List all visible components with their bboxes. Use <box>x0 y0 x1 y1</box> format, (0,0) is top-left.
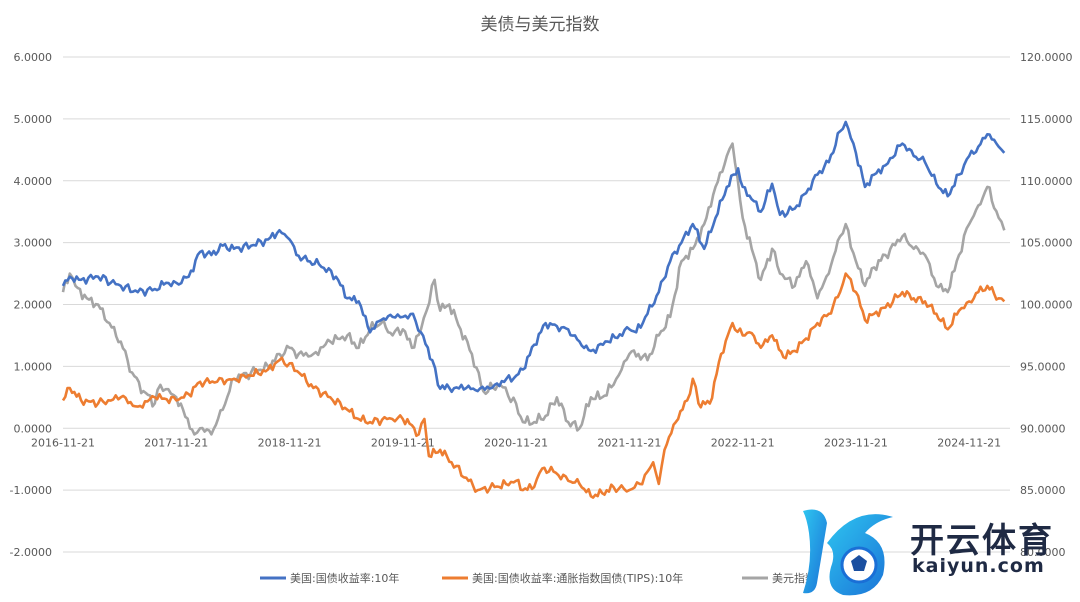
left-tick-label: 0.0000 <box>14 422 53 435</box>
series-lines <box>61 120 1006 499</box>
left-tick-label: 5.0000 <box>14 113 53 126</box>
gridlines <box>63 56 1010 553</box>
right-y-axis: 120.0000 115.0000 110.0000 105.0000 100.0000… <box>1020 51 1073 559</box>
right-tick-label: 85.0000 <box>1020 484 1066 497</box>
chart-title: 美债与美元指数 <box>481 15 600 35</box>
x-axis: 2016-11-21 2017-11-21 2018-11-21 2019-11-21… <box>31 436 1001 449</box>
kaiyun-logo-icon <box>803 509 893 596</box>
series-line-1 <box>61 272 1006 499</box>
right-tick-label: 80.0000 <box>1020 546 1066 559</box>
x-tick-label: 2019-11-21 <box>371 436 435 449</box>
right-tick-label: 95.0000 <box>1020 360 1066 373</box>
left-tick-label: -1.0000 <box>10 484 52 497</box>
left-tick-label: 3.0000 <box>14 237 53 250</box>
legend-label: 美元指数 <box>772 571 816 585</box>
left-tick-label: 6.0000 <box>14 51 53 64</box>
x-tick-label: 2022-11-21 <box>711 436 775 449</box>
kaiyun-watermark: 开云体育 kaiyun.com <box>795 503 1080 602</box>
legend-label: 美国:国债收益率:10年 <box>290 571 399 585</box>
x-tick-label: 2023-11-21 <box>824 436 888 449</box>
left-tick-label: 4.0000 <box>14 175 53 188</box>
right-tick-label: 100.0000 <box>1020 299 1073 312</box>
right-tick-label: 115.0000 <box>1020 113 1073 126</box>
right-tick-label: 90.0000 <box>1020 422 1066 435</box>
legend-label: 美国:国债收益率:通胀指数国债(TIPS):10年 <box>472 571 683 585</box>
watermark-brand-en: kaiyun.com <box>912 555 1045 577</box>
x-tick-label: 2018-11-21 <box>258 436 322 449</box>
legend: 美国:国债收益率:10年 美国:国债收益率:通胀指数国债(TIPS):10年 美元指… <box>260 571 816 585</box>
x-tick-label: 2021-11-21 <box>597 436 661 449</box>
x-tick-label: 2016-11-21 <box>31 436 95 449</box>
watermark-brand-cn: 开云体育 <box>910 521 1054 561</box>
series-line-2 <box>61 142 1006 436</box>
right-tick-label: 120.0000 <box>1020 51 1073 64</box>
x-tick-label: 2017-11-21 <box>144 436 208 449</box>
series-line-0 <box>61 120 1006 394</box>
left-tick-label: 2.0000 <box>14 299 53 312</box>
right-tick-label: 110.0000 <box>1020 175 1073 188</box>
x-tick-label: 2020-11-21 <box>484 436 548 449</box>
left-tick-label: -2.0000 <box>10 546 52 559</box>
left-tick-label: 1.0000 <box>14 360 53 373</box>
left-y-axis: 6.0000 5.0000 4.0000 3.0000 2.0000 1.0000 0.00… <box>10 51 52 559</box>
x-tick-label: 2024-11-21 <box>937 436 1001 449</box>
right-tick-label: 105.0000 <box>1020 237 1073 250</box>
